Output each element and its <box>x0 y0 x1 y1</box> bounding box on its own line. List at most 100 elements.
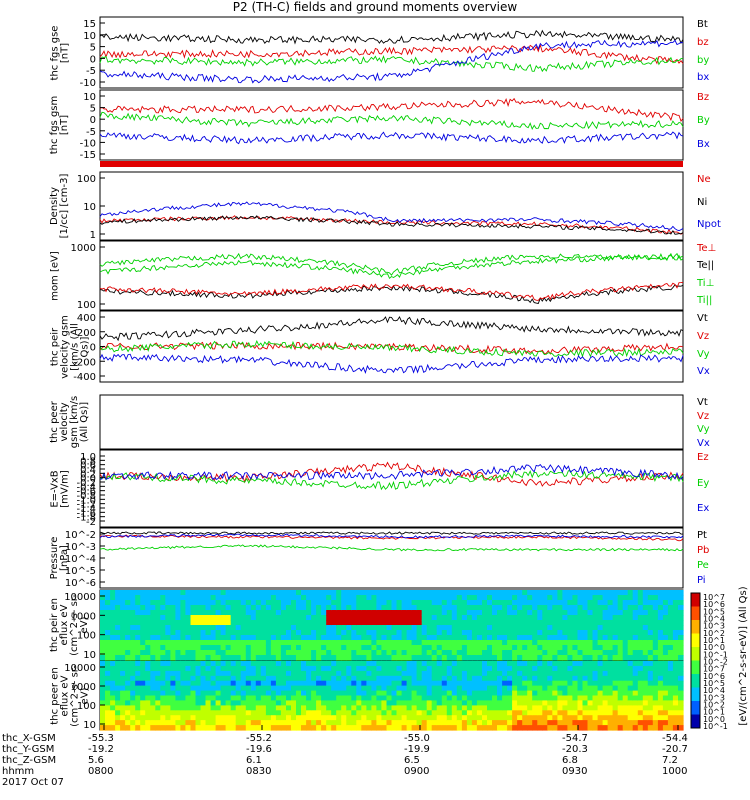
date-label: 2017 Oct 07 <box>2 777 64 788</box>
ytick-temp: 100 <box>77 300 96 311</box>
legend-peir_vel-Vz: Vz <box>697 330 710 342</box>
legend-efield-Ez: Ez <box>697 452 709 463</box>
ytick-peir_en: 10000 <box>64 592 96 603</box>
series-temp-Te⊥ <box>99 281 684 301</box>
xrow-label-2: thc_Z-GSM <box>2 755 57 766</box>
ytick-peer_en: 100 <box>77 701 96 712</box>
ytick-efield: -1.0 <box>76 495 96 506</box>
legend-peir_vel-Vy: Vy <box>697 348 710 360</box>
ytick-fgs_gse: 5 <box>90 43 96 54</box>
legend-peer_vel-Vx: Vx <box>697 437 710 449</box>
legend-peer_vel-Vt: Vt <box>697 397 708 408</box>
legend-peer_vel-Vy: Vy <box>697 424 710 435</box>
colorbar-tick: 10^-1 <box>703 650 728 659</box>
ytick-fgs_gse: -10 <box>80 78 96 89</box>
legend-fgs_gse-bx: bx <box>697 72 710 84</box>
xrow-value: 6.5 <box>404 755 420 766</box>
legend-pressure-Pb: Pb <box>697 545 710 556</box>
xrow-value: -19.2 <box>88 744 114 755</box>
ylabel-fgs_gse: thc fgs gse [nT] <box>49 25 70 80</box>
ytick-efield: -2 <box>86 517 96 528</box>
ytick-temp: 1000 <box>71 243 96 254</box>
ytick-pressure: 10^-6 <box>65 578 96 589</box>
colorbar-tick: 10^6 <box>703 672 725 681</box>
ylabel-temp: mom [eV] <box>49 250 60 301</box>
xrow-value: -54.4 <box>662 733 688 744</box>
ytick-pressure: 10^-5 <box>65 566 96 577</box>
legend-efield-Ex: Ex <box>697 503 710 515</box>
legend-fgs_gse-by: by <box>697 54 710 66</box>
legend-density-Npot: Npot <box>697 219 721 231</box>
colorbar-tick: 10^1 <box>703 636 725 645</box>
ylabel-peer_vel: thc peer velocity gsm [km/s (All Qs)] <box>49 395 90 449</box>
xrow-label-3: hhmm <box>2 766 35 777</box>
series-temp-Ti⊥ <box>99 252 684 280</box>
ytick-peer_en: 1000 <box>71 682 96 693</box>
ytick-fgs_gsm: 10 <box>83 92 96 103</box>
panel-frame-peer_vel <box>99 394 684 450</box>
ytick-efield: 0.6 <box>80 461 96 472</box>
xrow-value: 6.8 <box>562 755 578 766</box>
ytick-fgs_gsm: 5 <box>90 104 96 115</box>
xrow-value: -55.3 <box>88 733 114 744</box>
ytick-fgs_gse: 0 <box>90 54 96 65</box>
legend-fgs_gsm-By: By <box>697 115 710 127</box>
series-density-Ne <box>99 215 684 235</box>
ytick-fgs_gse: 10 <box>83 31 96 42</box>
series-peir_vel-Vz <box>99 341 684 355</box>
legend-fgs_gsm-Bz: Bz <box>697 92 710 103</box>
series-efield-Ey <box>99 469 684 491</box>
spectrogram-peer_en <box>100 661 684 731</box>
panel-frame-temp <box>99 240 684 311</box>
ytick-peer_en: 10000 <box>64 663 96 674</box>
ytick-fgs_gsm: 0 <box>90 115 96 126</box>
xrow-value: -55.2 <box>246 733 272 744</box>
ytick-fgs_gse: 15 <box>83 19 96 30</box>
colorbar-label: [eV/(cm^2-s-sr-eV)] (All Qs) <box>738 586 749 726</box>
ytick-efield: 1.0 <box>80 452 96 463</box>
series-temp-Ti <box>99 252 684 276</box>
ytick-efield: 0.4 <box>80 465 96 476</box>
series-fgs_gsm-Bx <box>99 131 684 145</box>
ytick-peir_vel: -200 <box>73 357 96 368</box>
legend-density-Ne: Ne <box>697 174 711 185</box>
colorbar-tick: 10^7 <box>703 665 725 674</box>
xrow-value: -55.0 <box>404 733 430 744</box>
ytick-density: 10 <box>83 202 96 213</box>
xrow-value: 5.6 <box>88 755 104 766</box>
series-peir_vel-Vy <box>99 339 684 358</box>
panel-frame-fgs_gse <box>99 16 684 89</box>
panel-frame-fgs_gsm <box>99 89 684 161</box>
legend-peer_vel-Vz: Vz <box>697 410 710 422</box>
ytick-efield: -0.8 <box>76 491 96 502</box>
series-pressure-Pb <box>99 534 684 542</box>
ytick-fgs_gsm: -10 <box>80 138 96 149</box>
xrow-value: -19.6 <box>246 744 272 755</box>
legend-pressure-Pt: Pt <box>697 530 707 541</box>
colorbar-tick: 10^0 <box>703 643 725 652</box>
chart-title: P2 (TH-C) fields and ground moments over… <box>232 0 518 14</box>
legend-temp-Ti||: Ti|| <box>697 294 713 306</box>
colorbar <box>690 592 701 729</box>
series-density-Ni <box>99 215 684 235</box>
ytick-fgs_gse: -5 <box>86 66 96 77</box>
series-pressure-Pi <box>99 533 684 539</box>
ylabel-pressure: Pressure [nPa] <box>49 536 70 580</box>
ytick-fgs_gsm: -15 <box>80 150 96 161</box>
ytick-efield: -1.2 <box>76 500 96 511</box>
colorbar-tick: 10^1 <box>703 708 725 717</box>
colorbar-tick: 10^-1 <box>703 722 728 731</box>
ytick-efield: -1.8 <box>76 513 96 524</box>
ytick-peer_en: 10 <box>83 720 96 731</box>
ytick-efield: 0.2 <box>80 469 96 480</box>
xrow-value: -54.7 <box>562 733 588 744</box>
legend-pressure-Pe: Pe <box>697 560 709 571</box>
ytick-peir_en: 100 <box>77 631 96 642</box>
ytick-efield: -0.4 <box>76 482 96 493</box>
legend-fgs_gse-bz: bz <box>697 36 709 48</box>
legend-peir_vel-Vx: Vx <box>697 366 710 378</box>
ylabel-peer_en: thc peer en eflux eV (cm^2-s- sr-eV) <box>49 664 90 727</box>
legend-temp-Ti⊥: Ti⊥ <box>697 277 715 289</box>
xrow-value: 1000 <box>662 766 688 777</box>
